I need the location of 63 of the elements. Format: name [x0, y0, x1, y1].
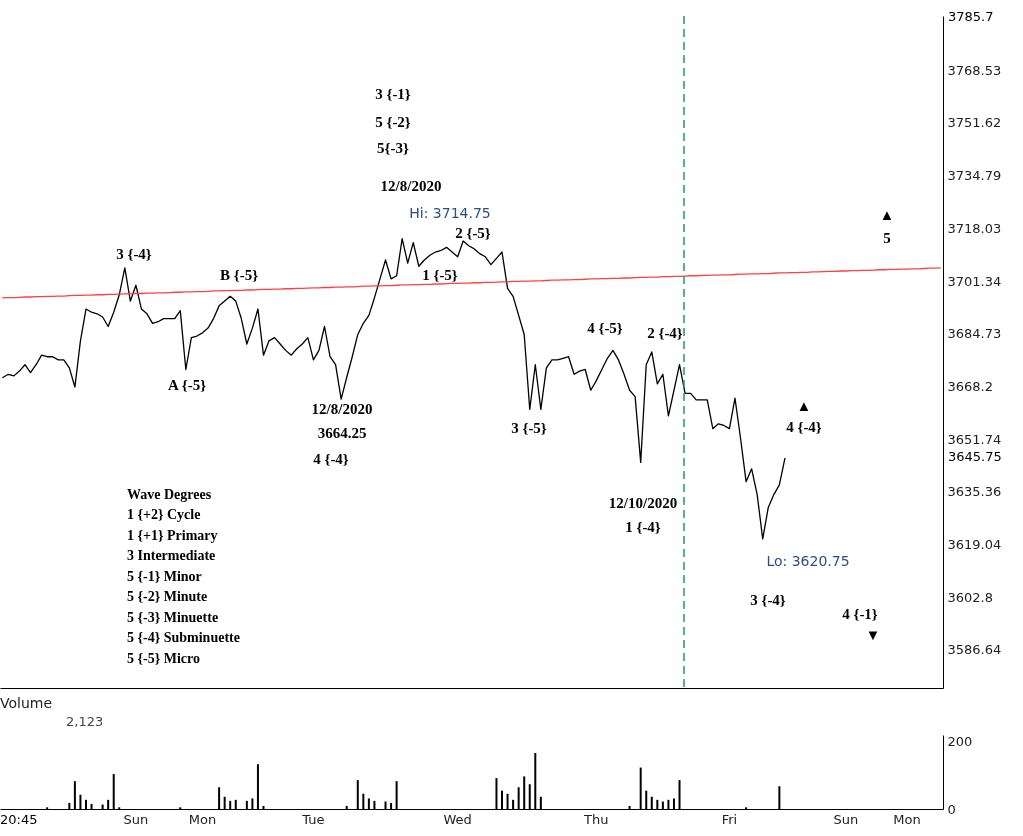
chart-title: Volume	[0, 695, 53, 711]
line-series	[2, 267, 941, 299]
x-tick-label: Thu	[583, 811, 609, 827]
y-tick-label: 3734.79	[947, 168, 1002, 184]
annotation: ▲	[796, 398, 812, 415]
annotation: 5	[883, 229, 891, 246]
y-tick-label: 3602.8	[947, 589, 993, 605]
y-tick-label: 3768.53	[947, 62, 1002, 78]
annotation: 5 {-2} Minute	[127, 589, 208, 605]
annotation: 1 {+2} Cycle	[127, 507, 201, 523]
annotation: 5 {-1} Minor	[127, 568, 202, 584]
annotation: 3 {-4}	[750, 591, 786, 608]
y-tick-label: 3751.62	[947, 115, 1002, 131]
annotation: 4 {-5}	[587, 319, 623, 336]
y-tick-label: 3684.73	[947, 326, 1002, 342]
x-tick-label: Wed	[443, 811, 472, 827]
annotation: 12/8/2020	[311, 401, 373, 418]
x-tick-label: Tue	[301, 811, 325, 827]
text: 2,123	[66, 714, 104, 729]
y-tick-label: 3668.2	[947, 378, 993, 394]
annotation: 5 {-3} Minuette	[127, 609, 219, 625]
annotation: 5 {-2}	[375, 113, 411, 130]
annotation: 1 {+1} Primary	[127, 527, 218, 543]
annotation: 5 {-4} Subminuette	[127, 630, 240, 646]
x-tick-label: Sun	[833, 811, 859, 827]
annotation: 4 {-1}	[842, 606, 878, 623]
y-tick-label: 3619.04	[947, 537, 1002, 553]
annotation: Hi: 3714.75	[409, 205, 491, 222]
annotation: 2 {-4}	[647, 324, 683, 341]
annotation: 1 {-5}	[422, 266, 458, 283]
text: 3645.75	[948, 449, 1002, 465]
text: 3785.7	[948, 8, 994, 24]
annotation: 4 {-4}	[786, 419, 822, 436]
annotation: B {-5}	[219, 266, 259, 283]
x-tick-label: Fri	[721, 811, 738, 827]
y-tick-label: 3718.03	[947, 220, 1002, 236]
annotation: 2 {-5}	[455, 224, 491, 241]
y-tick-label: 3701.34	[947, 273, 1002, 289]
y-tick-label: 200	[947, 733, 973, 749]
x-tick-label: Mon	[893, 811, 921, 827]
annotation: ▲	[879, 207, 895, 224]
annotation: 3 {-4}	[116, 246, 152, 263]
y-tick-label: 3651.74	[947, 431, 1002, 447]
annotation: 3 {-1}	[375, 86, 411, 103]
x-tick-label: Mon	[188, 811, 217, 827]
annotation: Lo: 3620.75	[766, 553, 850, 570]
annotation: 4 {-4}	[313, 451, 349, 468]
annotation: 5 {-5} Micro	[127, 650, 200, 666]
y-tick-label: 0	[947, 801, 956, 817]
text: 20:45	[0, 812, 38, 827]
annotation: 12/8/2020	[380, 177, 442, 194]
annotation: 5{-3}	[377, 140, 409, 157]
y-tick-label: 3635.36	[947, 484, 1002, 500]
annotation: 3664.25	[317, 424, 367, 441]
annotation: 3 {-5}	[511, 420, 547, 437]
annotation: 1 {-4}	[625, 519, 661, 536]
annotation: ▼	[865, 627, 881, 644]
annotation: 3 Intermediate	[127, 548, 216, 564]
annotation: 12/10/2020	[608, 494, 678, 511]
y-tick-label: 3586.64	[947, 642, 1002, 658]
annotation: A {-5}	[167, 376, 207, 393]
x-tick-label: Sun	[123, 811, 149, 827]
annotation: Wave Degrees	[127, 486, 212, 502]
